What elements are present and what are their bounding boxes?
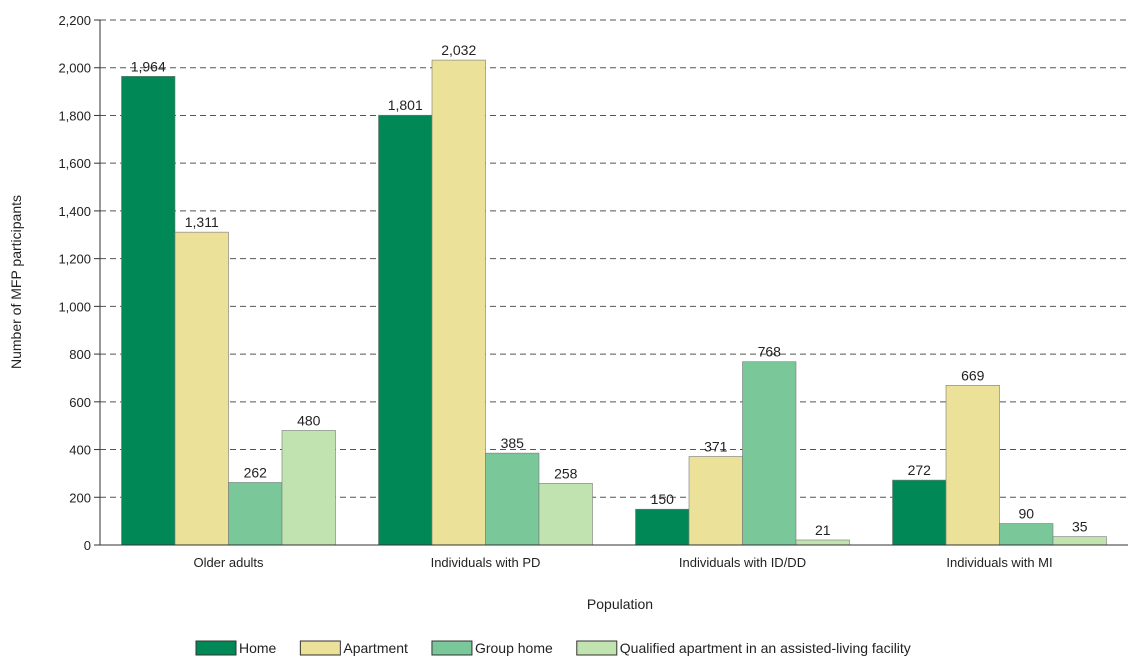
legend-label: Apartment bbox=[343, 640, 408, 656]
data-label: 1,964 bbox=[131, 58, 166, 74]
data-label: 272 bbox=[908, 462, 932, 478]
y-tick-label: 800 bbox=[69, 347, 91, 362]
y-tick-label: 1,800 bbox=[58, 108, 91, 123]
data-label: 35 bbox=[1072, 519, 1088, 535]
legend-label: Qualified apartment in an assisted-livin… bbox=[620, 640, 911, 656]
data-label: 258 bbox=[554, 465, 578, 481]
legend-swatch bbox=[195, 640, 237, 656]
x-tick-label: Individuals with PD bbox=[431, 555, 541, 570]
data-label: 669 bbox=[961, 367, 985, 383]
data-label: 385 bbox=[501, 435, 525, 451]
x-tick-label: Individuals with MI bbox=[946, 555, 1052, 570]
legend-swatch bbox=[576, 640, 618, 656]
bar bbox=[1052, 536, 1107, 546]
bar bbox=[538, 483, 593, 546]
axes bbox=[94, 19, 1128, 546]
data-label: 21 bbox=[815, 522, 831, 538]
y-tick-label: 200 bbox=[69, 490, 91, 505]
legend-label: Home bbox=[239, 640, 277, 656]
data-label: 371 bbox=[704, 438, 728, 454]
data-label: 262 bbox=[244, 464, 268, 480]
gridlines bbox=[100, 19, 1128, 498]
x-tick-label: Older adults bbox=[193, 555, 264, 570]
y-axis-title: Number of MFP participants bbox=[8, 195, 24, 369]
legend-swatch bbox=[299, 640, 341, 656]
y-tick-label: 0 bbox=[84, 538, 91, 553]
data-label: 1,801 bbox=[388, 97, 423, 113]
y-tick-label: 600 bbox=[69, 395, 91, 410]
bar bbox=[999, 523, 1054, 546]
y-tick-label: 400 bbox=[69, 443, 91, 458]
y-tick-label: 2,000 bbox=[58, 61, 91, 76]
data-label: 480 bbox=[297, 412, 321, 428]
x-tick-label: Individuals with ID/DD bbox=[679, 555, 806, 570]
bar bbox=[892, 479, 947, 546]
legend: Home Apartment Group home Qualified apartme… bbox=[195, 640, 911, 656]
y-tick-label: 1,200 bbox=[58, 252, 91, 267]
bar bbox=[742, 361, 797, 546]
y-tick-labels: 0 200 400 600 800 1,000 1,200 1,400 1,600 1,800 2,… bbox=[58, 13, 91, 553]
data-labels: 1,964 1,311 262 480 1,801 2,032 385 258 150 371 76… bbox=[131, 42, 1088, 538]
legend-swatch bbox=[431, 640, 473, 656]
bar bbox=[485, 452, 540, 546]
bars bbox=[121, 59, 1107, 546]
data-label: 150 bbox=[651, 491, 675, 507]
data-label: 768 bbox=[758, 344, 782, 360]
y-tick-label: 1,000 bbox=[58, 299, 91, 314]
x-tick-labels: Older adults Individuals with PD Individua… bbox=[193, 555, 1052, 570]
bar bbox=[378, 114, 433, 546]
y-tick-label: 2,200 bbox=[58, 13, 91, 28]
bar bbox=[945, 385, 1000, 546]
bar bbox=[228, 482, 283, 546]
y-tick-label: 1,600 bbox=[58, 156, 91, 171]
bar bbox=[281, 430, 336, 546]
y-tick-label: 1,400 bbox=[58, 204, 91, 219]
data-label: 90 bbox=[1018, 506, 1034, 522]
x-axis-title: Population bbox=[587, 596, 653, 612]
bar bbox=[635, 508, 690, 546]
data-label: 2,032 bbox=[441, 42, 476, 58]
bar bbox=[121, 76, 176, 546]
bar bbox=[795, 539, 850, 546]
bar bbox=[688, 456, 743, 546]
data-label: 1,311 bbox=[185, 214, 219, 230]
bar bbox=[431, 59, 486, 546]
bar bbox=[174, 231, 229, 546]
legend-label: Group home bbox=[475, 640, 553, 656]
